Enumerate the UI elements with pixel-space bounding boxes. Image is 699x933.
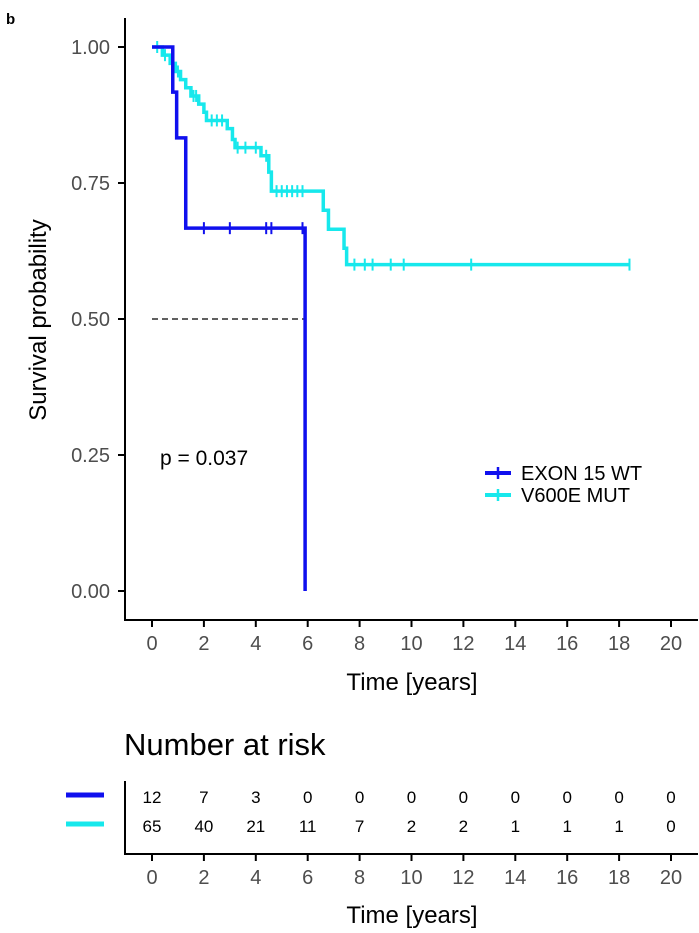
y-tick-label: 0.75 bbox=[71, 173, 110, 195]
x-tick-label: 20 bbox=[660, 633, 682, 655]
risk-cell: 0 bbox=[459, 788, 468, 807]
risk-cell: 0 bbox=[666, 817, 675, 836]
panel-label: b bbox=[6, 11, 15, 28]
x-tick-label: 16 bbox=[556, 633, 578, 655]
risk-cell: 0 bbox=[614, 788, 623, 807]
risk-x-tick-label: 14 bbox=[504, 867, 526, 889]
x-axis-title: Time [years] bbox=[346, 669, 477, 696]
x-tick-label: 6 bbox=[302, 633, 313, 655]
x-tick-label: 4 bbox=[250, 633, 261, 655]
y-axis-title: Survival probability bbox=[25, 219, 52, 420]
risk-x-tick-label: 6 bbox=[302, 867, 313, 889]
legend-label: EXON 15 WT bbox=[521, 463, 642, 485]
x-axis-ticks: 0 2 4 6 8 10 12 14 16 18 20 bbox=[146, 620, 682, 655]
x-tick-label: 10 bbox=[400, 633, 422, 655]
x-tick-label: 14 bbox=[504, 633, 526, 655]
risk-cell: 1 bbox=[511, 817, 520, 836]
survival-curve-v600e-mut bbox=[152, 45, 630, 267]
p-value-annotation: p = 0.037 bbox=[160, 447, 248, 470]
risk-cell: 3 bbox=[251, 788, 260, 807]
x-tick-label: 18 bbox=[608, 633, 630, 655]
risk-table-x-axis-title: Time [years] bbox=[346, 902, 477, 929]
risk-cell: 7 bbox=[199, 788, 208, 807]
y-tick-label: 0.00 bbox=[71, 581, 110, 603]
risk-cell: 0 bbox=[562, 788, 571, 807]
risk-x-tick-label: 10 bbox=[400, 867, 422, 889]
risk-cell: 21 bbox=[246, 817, 265, 836]
risk-cell: 11 bbox=[299, 817, 317, 836]
risk-x-tick-label: 2 bbox=[198, 867, 209, 889]
risk-cell: 1 bbox=[614, 817, 623, 836]
survival-curves bbox=[152, 41, 631, 591]
risk-table: Number at risk 12 7 3 0 0 0 0 0 0 0 065 40 21 11 7 2 2 1 1… bbox=[66, 727, 698, 929]
risk-x-tick-label: 8 bbox=[354, 867, 365, 889]
risk-cell: 0 bbox=[355, 788, 364, 807]
x-tick-label: 12 bbox=[452, 633, 474, 655]
risk-table-title: Number at risk bbox=[124, 727, 326, 762]
y-tick-label: 0.50 bbox=[71, 309, 110, 331]
risk-x-tick-label: 16 bbox=[556, 867, 578, 889]
risk-x-tick-label: 20 bbox=[660, 867, 682, 889]
x-tick-label: 0 bbox=[146, 633, 157, 655]
km-plot: 0.00 0.25 0.50 0.75 1.00 0 2 4 6 8 10 12 14 16 18 20 S… bbox=[25, 18, 698, 696]
risk-cell: 2 bbox=[459, 817, 468, 836]
risk-x-tick-label: 12 bbox=[452, 867, 474, 889]
risk-table-rows: 12 7 3 0 0 0 0 0 0 0 065 40 21 11 7 2 2 1 1 1 0 bbox=[66, 788, 676, 836]
x-tick-label: 2 bbox=[198, 633, 209, 655]
risk-cell: 12 bbox=[143, 788, 162, 807]
risk-cell: 65 bbox=[143, 817, 162, 836]
risk-table-x-ticks: 0 2 4 6 8 10 12 14 16 18 20 bbox=[146, 854, 682, 889]
risk-x-tick-label: 0 bbox=[146, 867, 157, 889]
risk-x-tick-label: 18 bbox=[608, 867, 630, 889]
risk-cell: 0 bbox=[666, 788, 675, 807]
risk-cell: 40 bbox=[194, 817, 213, 836]
risk-cell: 0 bbox=[511, 788, 520, 807]
risk-cell: 7 bbox=[355, 817, 364, 836]
y-tick-label: 0.25 bbox=[71, 445, 110, 467]
risk-cell: 0 bbox=[407, 788, 416, 807]
y-tick-label: 1.00 bbox=[71, 37, 110, 59]
risk-cell: 1 bbox=[562, 817, 571, 836]
risk-x-tick-label: 4 bbox=[250, 867, 261, 889]
risk-cell: 0 bbox=[303, 788, 312, 807]
risk-cell: 2 bbox=[407, 817, 416, 836]
y-axis-ticks: 0.00 0.25 0.50 0.75 1.00 bbox=[71, 37, 125, 603]
x-tick-label: 8 bbox=[354, 633, 365, 655]
legend-label: V600E MUT bbox=[521, 485, 630, 507]
